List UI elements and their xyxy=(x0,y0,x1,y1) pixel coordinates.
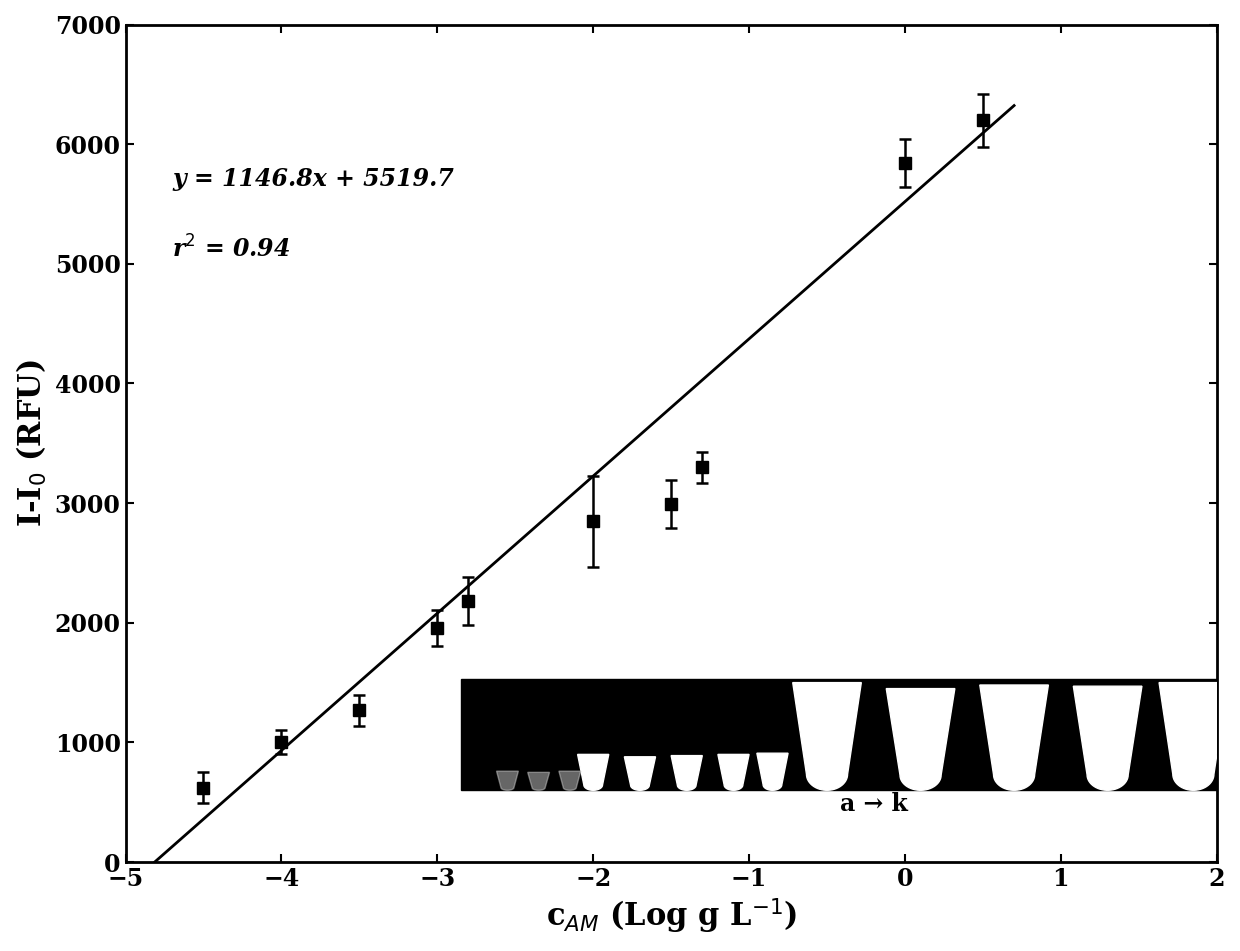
Text: a → k: a → k xyxy=(839,791,908,816)
Bar xyxy=(461,679,1225,790)
Text: r$^2$ = 0.94: r$^2$ = 0.94 xyxy=(172,236,290,262)
Y-axis label: I-I$_0$ (RFU): I-I$_0$ (RFU) xyxy=(15,359,50,527)
Text: y = 1146.8x + 5519.7: y = 1146.8x + 5519.7 xyxy=(172,167,454,191)
Polygon shape xyxy=(756,753,789,790)
Polygon shape xyxy=(1159,683,1228,790)
Polygon shape xyxy=(718,754,749,790)
Polygon shape xyxy=(528,772,549,790)
Polygon shape xyxy=(578,754,609,790)
Polygon shape xyxy=(559,771,580,790)
Polygon shape xyxy=(1074,687,1142,790)
Polygon shape xyxy=(496,771,518,790)
Polygon shape xyxy=(980,685,1048,790)
X-axis label: c$_{AM}$ (Log g L$^{-1}$): c$_{AM}$ (Log g L$^{-1}$) xyxy=(546,897,796,936)
Polygon shape xyxy=(625,757,656,790)
Polygon shape xyxy=(792,683,862,790)
Polygon shape xyxy=(887,689,955,790)
Polygon shape xyxy=(671,756,702,790)
